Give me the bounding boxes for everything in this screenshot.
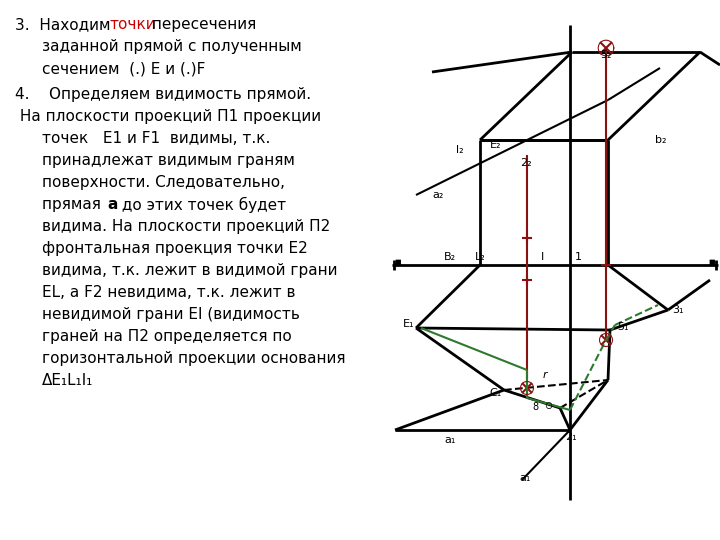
Text: невидимой грани ЕI (видимость: невидимой грани ЕI (видимость [42,307,300,322]
Text: a₂: a₂ [432,190,444,200]
Text: EL, а F2 невидима, т.к. лежит в: EL, а F2 невидима, т.к. лежит в [42,285,295,300]
Text: 3₁: 3₁ [672,305,683,315]
Text: до этих точек будет: до этих точек будет [117,197,286,213]
Text: На плоскости проекций П1 проекции: На плоскости проекций П1 проекции [15,109,321,124]
Text: горизонтальной проекции основания: горизонтальной проекции основания [42,351,346,366]
Text: B₂: B₂ [444,252,456,262]
Text: E₂: E₂ [490,140,502,150]
Text: 5₂: 5₂ [600,50,611,60]
Text: I: I [541,252,544,262]
Text: точки: точки [109,17,156,32]
Text: L₂: L₂ [475,252,486,262]
Text: a₁: a₁ [444,435,456,445]
Text: 8: 8 [532,402,538,412]
Text: ΔE₁L₁I₁: ΔE₁L₁I₁ [42,373,94,388]
Text: a₁: a₁ [519,473,531,483]
Text: фронтальная проекция точки Е2: фронтальная проекция точки Е2 [42,241,307,256]
Text: поверхности. Следовательно,: поверхности. Следовательно, [42,175,285,190]
Text: сечением  (.) Е и (.)F: сечением (.) Е и (.)F [42,61,205,76]
Text: заданной прямой с полученным: заданной прямой с полученным [42,39,302,54]
Text: E₁: E₁ [402,319,414,329]
Text: 2₂: 2₂ [520,158,531,168]
Text: видима. На плоскости проекций П2: видима. На плоскости проекций П2 [42,219,330,234]
Text: 4.    Определяем видимость прямой.: 4. Определяем видимость прямой. [15,87,311,102]
Text: r: r [543,370,547,380]
Text: ■: ■ [708,259,715,265]
Text: 1: 1 [575,252,582,262]
Text: пересечения: пересечения [147,17,256,32]
Text: граней на П2 определяется по: граней на П2 определяется по [42,329,292,344]
Text: l₂: l₂ [456,145,464,155]
Text: принадлежат видимым граням: принадлежат видимым граням [42,153,295,168]
Text: видима, т.к. лежит в видимой грани: видима, т.к. лежит в видимой грани [42,263,338,278]
Text: точек   Е1 и F1  видимы, т.к.: точек Е1 и F1 видимы, т.к. [42,131,271,146]
Text: 3.  Находим: 3. Находим [15,17,115,32]
Text: прямая: прямая [42,197,106,212]
Text: а: а [107,197,117,212]
Text: C₁: C₁ [490,388,502,398]
Text: 2₁: 2₁ [565,432,577,442]
Text: ⊙: ⊙ [544,401,552,411]
Text: 5₁: 5₁ [617,322,629,332]
Text: ■: ■ [395,259,401,265]
Text: b₂: b₂ [655,135,667,145]
